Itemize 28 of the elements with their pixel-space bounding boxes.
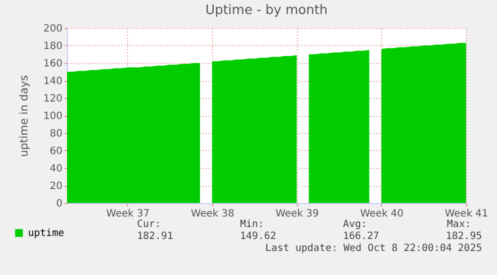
text: Min: [240,219,264,230]
x-tick-label: Week 39 [276,208,319,220]
y-tick-label: 120 [43,94,62,104]
text: 182.91 [137,231,174,242]
text: Max: [446,219,471,230]
text: Avg: [343,219,368,230]
text: Last update: Wed Oct 8 22:00:04 2025 [265,243,482,254]
x-tick-label: Week 37 [106,208,150,220]
y-tick-label: 200 [43,24,62,34]
text: 149.62 [240,231,276,242]
y-tick-label: 100 [43,111,62,122]
legend-label: uptime [28,228,64,239]
x-tick-label: Week 41 [444,208,488,220]
chart-title: Uptime - by month [205,3,328,18]
y-tick-label: 180 [43,41,62,52]
y-axis-title: uptime in days [17,74,30,157]
y-tick-label: 60 [50,146,62,157]
y-tick-label: 160 [43,58,62,70]
x-tick-label: Week 38 [190,208,234,220]
y-tick-label: 0 [56,198,62,210]
text: 166.27 [343,231,380,242]
x-tick-label: Week 40 [360,208,404,220]
text: 182.95 [446,231,482,242]
y-tick-label: 80 [50,128,62,140]
y-tick-label: 20 [50,181,62,192]
y-tick-label: 140 [43,76,62,87]
text: Cur: [137,219,162,230]
y-tick-label: 40 [50,164,62,174]
